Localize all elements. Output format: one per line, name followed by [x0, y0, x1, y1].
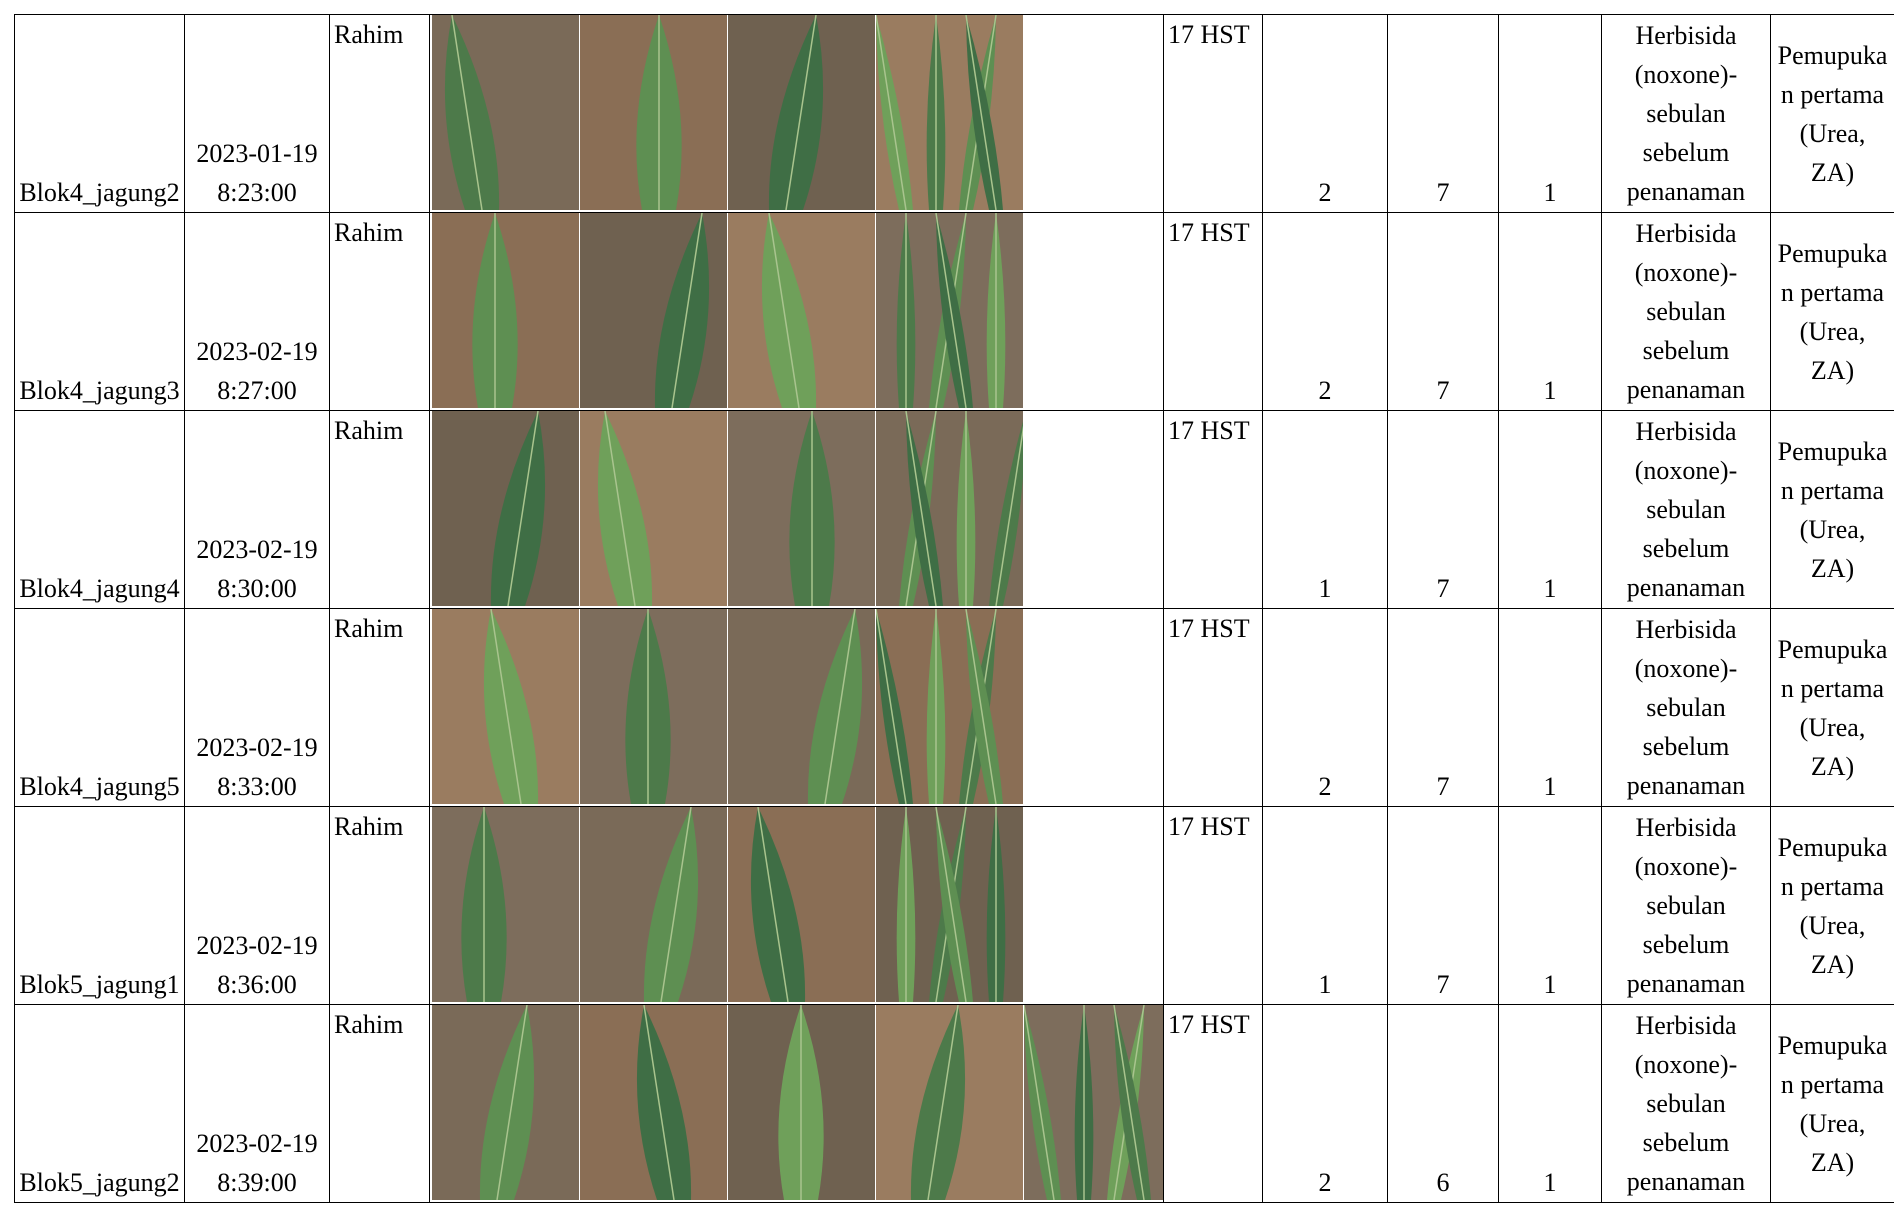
count-b: 7	[1387, 410, 1499, 609]
photo-strip	[432, 807, 1163, 1004]
leaf-photo	[580, 411, 727, 606]
photo-strip	[432, 411, 1163, 608]
plant-age: 17 HST	[1163, 14, 1263, 213]
fertilizer: Pemupukan pertama (Urea, ZA)	[1770, 608, 1894, 807]
table-row: Blok4_jagung4 2023-02-19 8:30:00 Rahim 17 H…	[14, 410, 1894, 609]
leaf-photo	[432, 807, 579, 1002]
leaf-photo	[876, 807, 1023, 1002]
fertilizer: Pemupukan pertama (Urea, ZA)	[1770, 806, 1894, 1005]
count-b: 7	[1387, 212, 1499, 411]
count-c: 1	[1498, 410, 1602, 609]
timestamp: 2023-01-19 8:23:00	[184, 14, 330, 213]
leaf-photo	[432, 609, 579, 804]
observer: Rahim	[329, 806, 430, 1005]
plant-age: 17 HST	[1163, 1004, 1263, 1203]
leaf-photo	[728, 807, 875, 1002]
timestamp: 2023-02-19 8:27:00	[184, 212, 330, 411]
photos-cell	[429, 410, 1164, 609]
leaf-photo	[728, 609, 875, 804]
plant-age: 17 HST	[1163, 608, 1263, 807]
photos-cell	[429, 14, 1164, 213]
photos-cell	[429, 608, 1164, 807]
herbicide: Herbisida (noxone)-sebulan sebelum penan…	[1601, 14, 1771, 213]
plot-id: Blok4_jagung5	[14, 608, 185, 807]
leaf-photo	[876, 213, 1023, 408]
fertilizer: Pemupukan pertama (Urea, ZA)	[1770, 14, 1894, 213]
count-a: 2	[1262, 14, 1388, 213]
leaf-photo	[580, 1005, 727, 1200]
leaf-photo	[432, 15, 579, 210]
leaf-photo	[432, 411, 579, 606]
timestamp: 2023-02-19 8:33:00	[184, 608, 330, 807]
fertilizer: Pemupukan pertama (Urea, ZA)	[1770, 410, 1894, 609]
herbicide: Herbisida (noxone)-sebulan sebelum penan…	[1601, 608, 1771, 807]
count-b: 7	[1387, 14, 1499, 213]
count-c: 1	[1498, 806, 1602, 1005]
leaf-photo	[876, 411, 1023, 606]
data-table: Blok4_jagung2 2023-01-19 8:23:00 Rahim 17 H…	[14, 14, 1894, 1203]
count-b: 6	[1387, 1004, 1499, 1203]
table-row: Blok4_jagung3 2023-02-19 8:27:00 Rahim 17 H…	[14, 212, 1894, 411]
fertilizer: Pemupukan pertama (Urea, ZA)	[1770, 1004, 1894, 1203]
count-a: 1	[1262, 410, 1388, 609]
leaf-photo	[728, 411, 875, 606]
herbicide: Herbisida (noxone)-sebulan sebelum penan…	[1601, 410, 1771, 609]
timestamp: 2023-02-19 8:36:00	[184, 806, 330, 1005]
count-b: 7	[1387, 806, 1499, 1005]
leaf-photo	[728, 213, 875, 408]
plot-id: Blok4_jagung4	[14, 410, 185, 609]
table-row: Blok5_jagung2 2023-02-19 8:39:00 Rahim 17 H…	[14, 1004, 1894, 1203]
leaf-photo	[728, 15, 875, 210]
leaf-photo	[580, 609, 727, 804]
observer: Rahim	[329, 410, 430, 609]
observer: Rahim	[329, 608, 430, 807]
table-row: Blok4_jagung2 2023-01-19 8:23:00 Rahim 17 H…	[14, 14, 1894, 213]
timestamp: 2023-02-19 8:30:00	[184, 410, 330, 609]
leaf-photo	[876, 609, 1023, 804]
plot-id: Blok5_jagung2	[14, 1004, 185, 1203]
leaf-photo	[728, 1005, 875, 1200]
leaf-photo	[876, 15, 1023, 210]
plot-id: Blok5_jagung1	[14, 806, 185, 1005]
leaf-photo	[580, 15, 727, 210]
observer: Rahim	[329, 1004, 430, 1203]
herbicide: Herbisida (noxone)-sebulan sebelum penan…	[1601, 1004, 1771, 1203]
observer: Rahim	[329, 212, 430, 411]
fertilizer: Pemupukan pertama (Urea, ZA)	[1770, 212, 1894, 411]
count-a: 2	[1262, 212, 1388, 411]
photo-strip	[432, 1005, 1163, 1202]
leaf-photo	[432, 1005, 579, 1200]
plant-age: 17 HST	[1163, 410, 1263, 609]
count-c: 1	[1498, 212, 1602, 411]
photos-cell	[429, 1004, 1164, 1203]
leaf-photo	[580, 213, 727, 408]
photos-cell	[429, 212, 1164, 411]
count-c: 1	[1498, 608, 1602, 807]
count-a: 2	[1262, 608, 1388, 807]
count-c: 1	[1498, 14, 1602, 213]
plant-age: 17 HST	[1163, 212, 1263, 411]
leaf-photo	[1024, 1005, 1163, 1200]
photo-strip	[432, 15, 1163, 212]
leaf-photo	[876, 1005, 1023, 1200]
leaf-photo	[580, 807, 727, 1002]
photo-strip	[432, 213, 1163, 410]
count-c: 1	[1498, 1004, 1602, 1203]
photo-strip	[432, 609, 1163, 806]
timestamp: 2023-02-19 8:39:00	[184, 1004, 330, 1203]
observer: Rahim	[329, 14, 430, 213]
table-row: Blok5_jagung1 2023-02-19 8:36:00 Rahim 17 H…	[14, 806, 1894, 1005]
plant-age: 17 HST	[1163, 806, 1263, 1005]
herbicide: Herbisida (noxone)-sebulan sebelum penan…	[1601, 806, 1771, 1005]
plot-id: Blok4_jagung2	[14, 14, 185, 213]
count-a: 1	[1262, 806, 1388, 1005]
count-b: 7	[1387, 608, 1499, 807]
herbicide: Herbisida (noxone)-sebulan sebelum penan…	[1601, 212, 1771, 411]
table-row: Blok4_jagung5 2023-02-19 8:33:00 Rahim 17 H…	[14, 608, 1894, 807]
leaf-photo	[432, 213, 579, 408]
photos-cell	[429, 806, 1164, 1005]
count-a: 2	[1262, 1004, 1388, 1203]
plot-id: Blok4_jagung3	[14, 212, 185, 411]
